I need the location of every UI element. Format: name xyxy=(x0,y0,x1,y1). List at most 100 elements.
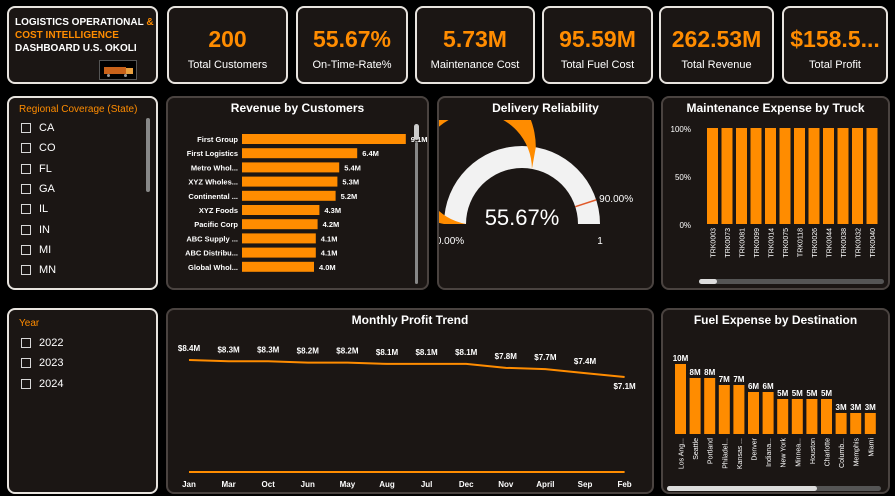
checkbox-icon[interactable] xyxy=(21,123,31,134)
profit-line-chart: $8.4M $8.3M $8.3M $8.2M $8.2M $8.1M $8.1M $8.1M… xyxy=(178,344,636,489)
month-label: Jul xyxy=(421,480,433,489)
region-option-mi[interactable]: MI xyxy=(9,240,156,260)
destination-label: Minnea... xyxy=(795,438,802,467)
destination-label: Memphis xyxy=(854,438,861,467)
fuel-data-label: 3M xyxy=(836,403,847,412)
year-slicer-title: Year xyxy=(19,318,40,329)
checkbox-icon[interactable] xyxy=(21,378,31,389)
revenue-by-customers-panel: Revenue by Customers First Group 9.1M Firs… xyxy=(166,96,429,290)
panel-title: Delivery Reliability xyxy=(492,101,599,115)
revenue-bar xyxy=(242,219,318,230)
revenue-scroll-track xyxy=(415,142,418,284)
fuel-bar xyxy=(689,378,701,434)
fuel-data-label: 5M xyxy=(806,389,817,398)
checkbox-icon[interactable] xyxy=(21,184,31,195)
maintenance-y-tick: 100% xyxy=(671,125,691,134)
maintenance-scroll-thumb[interactable] xyxy=(699,279,717,284)
destination-label: Kansas ... xyxy=(737,438,744,469)
year-option-label: 2022 xyxy=(39,337,64,350)
fuel-bar xyxy=(704,378,716,434)
month-label: Mar xyxy=(221,480,235,489)
customer-label: Continental ... xyxy=(188,192,238,201)
region-option-label: GA xyxy=(39,183,55,196)
year-option-label: 2023 xyxy=(39,357,64,370)
customer-label: Global Whol... xyxy=(188,263,238,272)
profit-line xyxy=(188,359,625,378)
truck-label: TRK0075 xyxy=(783,228,790,258)
gauge-fill xyxy=(439,120,536,224)
month-label: Sep xyxy=(578,480,593,489)
region-option-ca[interactable]: CA xyxy=(9,118,156,138)
gauge-target-label: 90.00% xyxy=(599,194,633,205)
fuel-bar xyxy=(762,392,774,434)
fuel-data-label: 3M xyxy=(850,403,861,412)
kpi-total-profit: $158.5... Total Profit xyxy=(782,6,888,84)
revenue-bar xyxy=(242,190,336,201)
monthly-profit-panel: Monthly Profit Trend $8.4M $8.3M $8.3M $8.2… xyxy=(166,308,654,494)
revenue-bar xyxy=(242,148,358,159)
destination-label: Los Ang... xyxy=(679,438,686,469)
revenue-scrollbar[interactable] xyxy=(414,124,419,140)
fuel-data-label: 8M xyxy=(704,368,715,377)
destination-label: Seattle xyxy=(693,438,700,460)
fuel-data-label: 5M xyxy=(821,389,832,398)
checkbox-icon[interactable] xyxy=(21,143,31,154)
revenue-data-label: 9.1M xyxy=(411,135,427,144)
profit-data-label: $8.1M xyxy=(455,348,478,357)
checkbox-icon[interactable] xyxy=(21,358,31,369)
region-slicer-scrollbar[interactable] xyxy=(146,118,150,192)
kpi-value: $158.5... xyxy=(790,26,880,52)
region-slicer: Regional Coverage (State) CA CO FL GA IL… xyxy=(7,96,158,290)
destination-label: Charlotte xyxy=(825,438,832,467)
kpi-label: Maintenance Cost xyxy=(430,59,520,71)
maintenance-bar xyxy=(779,128,791,224)
maintenance-bar xyxy=(765,128,776,224)
profit-data-label: $8.1M xyxy=(376,348,399,357)
year-option-2023[interactable]: 2023 xyxy=(9,353,156,373)
revenue-data-label: 5.2M xyxy=(341,192,358,201)
checkbox-icon[interactable] xyxy=(21,204,31,215)
region-option-label: MN xyxy=(39,264,57,277)
revenue-bar xyxy=(242,205,320,215)
region-option-label: IN xyxy=(39,223,50,236)
checkbox-icon[interactable] xyxy=(21,338,31,349)
revenue-data-label: 4.1M xyxy=(321,249,338,258)
revenue-data-label: 4.0M xyxy=(319,263,336,272)
region-option-ga[interactable]: GA xyxy=(9,179,156,199)
profit-data-label: $8.3M xyxy=(217,345,240,354)
customer-label: ABC Distribu... xyxy=(185,249,238,258)
customer-label: Metro Whol... xyxy=(191,163,238,172)
year-option-2022[interactable]: 2022 xyxy=(9,333,156,353)
gauge-max-label: 1 xyxy=(597,236,603,247)
checkbox-icon[interactable] xyxy=(21,244,31,255)
panel-title: Monthly Profit Trend xyxy=(351,313,469,327)
truck-label: TRK0032 xyxy=(856,228,863,258)
region-option-in[interactable]: IN xyxy=(9,219,156,239)
fuel-bar xyxy=(850,413,862,434)
profit-data-label: $7.8M xyxy=(495,352,518,361)
customer-label: First Group xyxy=(197,135,238,144)
region-option-mn[interactable]: MN xyxy=(9,260,156,280)
revenue-data-label: 4.2M xyxy=(323,220,340,229)
region-option-fl[interactable]: FL xyxy=(9,159,156,179)
region-option-co[interactable]: CO xyxy=(9,138,156,158)
checkbox-icon[interactable] xyxy=(21,163,31,174)
kpi-label: Total Customers xyxy=(187,59,268,71)
checkbox-icon[interactable] xyxy=(21,265,31,276)
kpi-total-fuel-cost: 95.59M Total Fuel Cost xyxy=(542,6,653,84)
year-option-2024[interactable]: 2024 xyxy=(9,374,156,394)
maintenance-bar xyxy=(707,128,718,224)
region-option-il[interactable]: IL xyxy=(9,199,156,219)
gauge-value: 55.67% xyxy=(485,205,560,230)
checkbox-icon[interactable] xyxy=(21,224,31,235)
fuel-bar xyxy=(675,364,686,434)
kpi-value: 55.67% xyxy=(312,26,391,52)
profit-data-label: $8.4M xyxy=(178,344,201,353)
gauge-track xyxy=(444,146,600,224)
title-card: LOGISTICS OPERATIONAL & COST INTELLIGENC… xyxy=(7,6,158,84)
fuel-scroll-thumb[interactable] xyxy=(667,486,817,491)
kpi-on-time-rate: 55.67% On-Time-Rate% xyxy=(296,6,408,84)
fuel-data-label: 6M xyxy=(763,382,774,391)
fuel-data-label: 5M xyxy=(777,389,788,398)
fuel-bar xyxy=(777,399,789,434)
